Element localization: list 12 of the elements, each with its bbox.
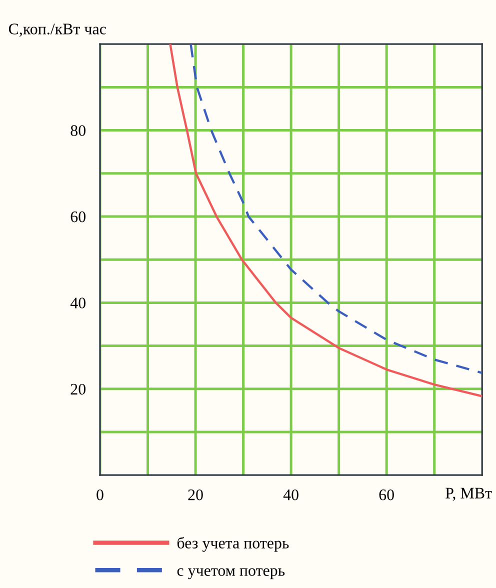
x-tick-label: 0 xyxy=(96,489,104,500)
y-tick-label: 40 xyxy=(70,298,86,308)
x-axis-title: P, МВт xyxy=(446,488,492,501)
y-axis-title: С,коп./кВт час xyxy=(8,24,106,37)
x-tick-label: 20 xyxy=(188,489,203,500)
x-tick-label: 60 xyxy=(379,489,394,500)
y-tick-label: 20 xyxy=(70,384,86,395)
y-tick-label: 60 xyxy=(70,211,86,222)
legend-label: без учета потерь xyxy=(177,536,289,552)
y-tick-label: 80 xyxy=(70,125,86,136)
x-tick-label: 40 xyxy=(283,489,298,500)
legend-label: с учетом потерь xyxy=(177,568,285,580)
